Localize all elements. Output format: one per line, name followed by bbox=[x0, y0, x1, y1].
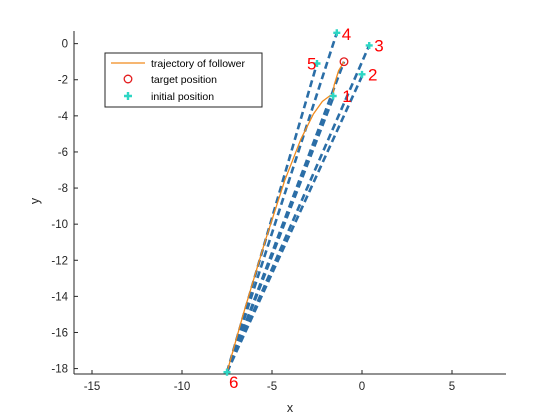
x-axis-label: x bbox=[287, 401, 294, 415]
y-tick-label: -18 bbox=[51, 364, 68, 376]
initial-position-marker-4 bbox=[333, 29, 341, 37]
initial-position-label-4: 4 bbox=[342, 25, 351, 44]
initial-position-label-2: 2 bbox=[368, 65, 377, 84]
y-tick-label: -14 bbox=[51, 291, 68, 303]
y-axis-label: y bbox=[28, 197, 42, 204]
dashed-line-3 bbox=[225, 44, 371, 373]
follower-trajectory-line bbox=[226, 61, 345, 373]
markers: 12 3 4 5 6 bbox=[223, 25, 384, 392]
legend-label-target: target position bbox=[151, 74, 217, 86]
initial-position-label-6: 6 bbox=[229, 373, 238, 392]
y-tick-label: -8 bbox=[58, 183, 68, 195]
x-tick-label: 5 bbox=[449, 381, 455, 393]
follower-trajectory bbox=[226, 61, 345, 373]
legend-label-trajectory: trajectory of follower bbox=[151, 58, 245, 70]
x-tick-label: -10 bbox=[174, 381, 191, 393]
legend: trajectory of follower target position i… bbox=[104, 52, 263, 108]
y-tick-label: -6 bbox=[58, 147, 68, 159]
x-tick-label: -15 bbox=[84, 381, 101, 393]
y-tick-label: -2 bbox=[58, 75, 68, 87]
initial-position-marker-6 bbox=[223, 368, 231, 376]
legend-label-initial: initial position bbox=[151, 91, 214, 103]
legend-circle-marker bbox=[123, 74, 133, 84]
y-tick-label: -12 bbox=[51, 255, 68, 267]
dashed-line-6 bbox=[225, 61, 346, 373]
axes: -15 -10 -5 0 5 0 -2 -4 -6 -8 -10 -12 -14 -16 -18 bbox=[51, 31, 506, 393]
initial-position-label-5: 5 bbox=[307, 54, 316, 73]
dashed-line-4 bbox=[225, 32, 339, 373]
y-tick-label: -10 bbox=[51, 219, 68, 231]
initial-position-marker-1 bbox=[329, 92, 337, 100]
initial-position-label-3: 3 bbox=[374, 36, 383, 55]
x-tick-label: -5 bbox=[267, 381, 277, 393]
initial-position-label-1: 1 bbox=[342, 87, 351, 106]
target-position-marker bbox=[339, 57, 349, 67]
initial-position-marker-3 bbox=[365, 41, 373, 49]
x-tick-label: 0 bbox=[359, 381, 365, 393]
y-tick-label: 0 bbox=[62, 39, 68, 51]
y-tick-label: -4 bbox=[58, 111, 69, 123]
initial-position-marker-2 bbox=[358, 70, 366, 78]
legend-plus-marker bbox=[124, 92, 132, 100]
y-tick-label: -16 bbox=[51, 327, 68, 339]
dashed-line-series bbox=[225, 32, 371, 373]
initial-position-marker-5 bbox=[313, 59, 321, 67]
